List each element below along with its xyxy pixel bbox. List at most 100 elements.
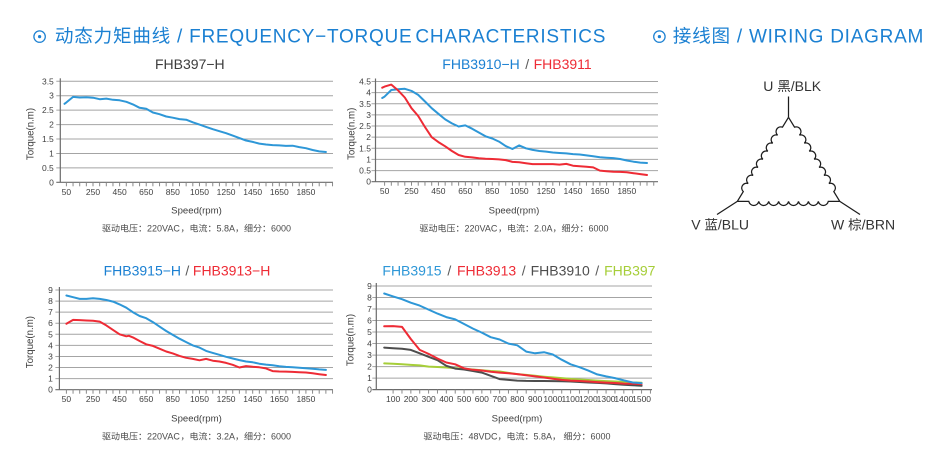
svg-text:/: / [185,263,189,279]
svg-text:220VAC: 220VAC [464,224,497,234]
svg-text:3: 3 [367,350,372,360]
svg-text:0.5: 0.5 [359,166,371,176]
svg-text:V: V [691,217,701,233]
svg-text:2: 2 [49,120,54,130]
svg-text:/BLU: /BLU [718,217,749,233]
svg-text:/BLK: /BLK [791,78,822,94]
svg-text:W: W [831,217,845,233]
svg-text:1050: 1050 [510,186,529,196]
svg-text:400: 400 [439,394,453,404]
svg-text:Speed(rpm): Speed(rpm) [171,206,222,217]
svg-text:3.5: 3.5 [359,99,371,109]
svg-text:1000: 1000 [543,394,562,404]
svg-text:100: 100 [386,394,400,404]
svg-text:450: 450 [113,394,127,404]
svg-text:2.5: 2.5 [359,121,371,131]
svg-text:1400: 1400 [614,394,633,404]
svg-text:50: 50 [62,394,72,404]
svg-text:7: 7 [48,307,53,317]
svg-text:U: U [763,78,773,94]
svg-text:3.2A: 3.2A [216,432,235,442]
svg-text:Speed(rpm): Speed(rpm) [492,414,543,425]
svg-text:6: 6 [367,316,372,326]
svg-text:7: 7 [367,304,372,314]
svg-text:FHB397−H: FHB397−H [155,56,225,72]
svg-text:250: 250 [86,394,100,404]
svg-text:FHB3915: FHB3915 [382,263,441,279]
svg-text:0: 0 [366,177,371,187]
svg-text:50: 50 [380,186,390,196]
svg-text:650: 650 [139,187,153,197]
svg-text:1850: 1850 [617,186,636,196]
svg-text:1050: 1050 [190,187,209,197]
svg-text:/: / [447,263,451,279]
svg-text:48VDC: 48VDC [468,432,498,442]
svg-text:Torque(n.m): Torque(n.m) [25,316,36,368]
svg-text:1500: 1500 [632,394,651,404]
svg-text:6000: 6000 [271,432,291,442]
svg-text:1650: 1650 [270,187,289,197]
svg-text:6000: 6000 [271,224,291,234]
svg-text:1250: 1250 [217,187,236,197]
svg-text:/: / [595,263,599,279]
svg-text:/: / [525,56,529,72]
svg-text:1: 1 [48,374,53,384]
svg-text:FHB3915−H: FHB3915−H [104,263,181,279]
svg-text:1650: 1650 [270,394,289,404]
svg-text:3: 3 [49,91,54,101]
svg-text:/: / [522,263,526,279]
svg-text:1250: 1250 [217,394,236,404]
svg-text:800: 800 [510,394,524,404]
svg-text:0: 0 [48,385,53,395]
svg-text:500: 500 [457,394,471,404]
svg-text:CHARACTERISTICS: CHARACTERISTICS [415,26,606,47]
svg-text:FHB3910: FHB3910 [531,263,590,279]
svg-text:0: 0 [49,177,54,187]
svg-text:0: 0 [367,385,372,395]
svg-text:700: 700 [493,394,507,404]
svg-text:850: 850 [166,394,180,404]
svg-text:1: 1 [367,373,372,383]
svg-text:Torque(n.m): Torque(n.m) [26,108,37,160]
svg-text:5.8A: 5.8A [533,432,552,442]
svg-text:1: 1 [366,154,371,164]
svg-text:8: 8 [48,296,53,306]
svg-text:Speed(rpm): Speed(rpm) [489,206,540,217]
svg-text:4: 4 [366,88,371,98]
svg-text:250: 250 [86,187,100,197]
svg-text:1100: 1100 [561,394,580,404]
svg-text:220VAC: 220VAC [147,224,180,234]
svg-text:FHB3911: FHB3911 [534,56,592,72]
svg-text:1850: 1850 [296,394,315,404]
svg-text:8: 8 [367,293,372,303]
svg-text:FHB3913: FHB3913 [457,263,516,279]
svg-text:1050: 1050 [190,394,209,404]
svg-text:2: 2 [367,362,372,372]
svg-text:5: 5 [48,329,53,339]
svg-text:220VAC: 220VAC [147,432,180,442]
svg-text:1300: 1300 [597,394,616,404]
svg-text:850: 850 [485,186,499,196]
svg-text:4: 4 [48,340,53,350]
svg-text:9: 9 [367,281,372,291]
svg-text:250: 250 [404,186,418,196]
svg-text:1: 1 [49,148,54,158]
svg-text:850: 850 [166,187,180,197]
svg-text:6000: 6000 [589,224,609,234]
svg-text:600: 600 [475,394,489,404]
svg-text:50: 50 [62,187,72,197]
svg-text:1250: 1250 [537,186,556,196]
svg-text:1.5: 1.5 [42,134,54,144]
svg-text:FREQUENCY−TORQUE: FREQUENCY−TORQUE [189,26,412,47]
svg-text:1650: 1650 [590,186,609,196]
svg-text:650: 650 [458,186,472,196]
svg-text:9: 9 [48,285,53,295]
svg-text:2: 2 [48,363,53,373]
svg-text:/: / [177,26,183,47]
svg-text:4: 4 [367,339,372,349]
svg-text:1850: 1850 [296,187,315,197]
svg-text:DIAGRAM: DIAGRAM [830,26,924,47]
svg-text:Speed(rpm): Speed(rpm) [171,414,222,425]
svg-text:1.5: 1.5 [359,143,371,153]
svg-text:6000: 6000 [591,432,611,442]
